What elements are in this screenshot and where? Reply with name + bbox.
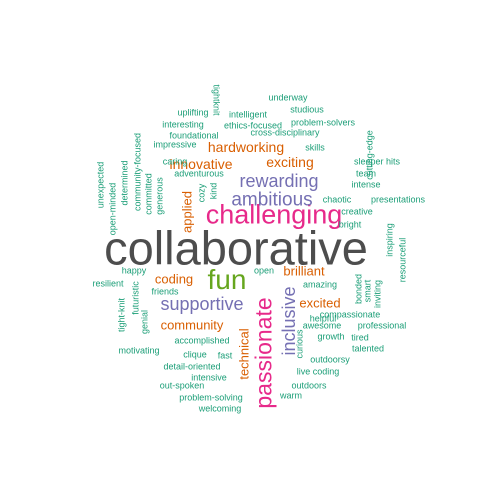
word-resilient: resilient: [92, 278, 124, 289]
word-talented: talented: [351, 343, 385, 354]
word-sleeper-hits: sleeper hits: [353, 156, 401, 167]
word-committed: committed: [143, 173, 154, 215]
word-fun: fun: [207, 264, 247, 295]
word-problem-solvers: problem-solvers: [290, 117, 356, 128]
word-accomplished: accomplished: [174, 335, 230, 346]
word-passionate: passionate: [250, 297, 277, 409]
word-interesting: interesting: [162, 119, 204, 130]
word-community-focused: community-focused: [132, 132, 143, 212]
word-underway: underway: [268, 92, 308, 103]
word-tightknit: tightknit: [211, 84, 222, 116]
word-warm: warm: [280, 390, 302, 401]
word-welcoming: welcoming: [198, 403, 242, 414]
word-innovative: innovative: [169, 156, 233, 172]
word-intelligent: intelligent: [228, 109, 268, 120]
word-skills: skills: [305, 142, 325, 153]
word-outdoors: outdoors: [291, 380, 327, 391]
word-applied: applied: [179, 191, 195, 233]
word-resourceful: resourceful: [397, 237, 408, 283]
word-supportive: supportive: [160, 294, 244, 314]
word-friends: friends: [151, 286, 179, 297]
word-rewarding: rewarding: [239, 171, 319, 191]
word-exciting: exciting: [266, 154, 314, 170]
word-uplifting: uplifting: [177, 107, 209, 118]
word-detail-oriented: detail-oriented: [163, 361, 221, 372]
word-cross-disciplinary: cross-disciplinary: [250, 127, 320, 138]
word-clique: clique: [183, 349, 207, 360]
word-chaotic: chaotic: [322, 194, 352, 205]
word-happy: happy: [121, 265, 147, 276]
word-tight-knit: tight-knit: [116, 297, 127, 333]
word-smart: smart: [362, 279, 373, 303]
word-bright: bright: [338, 219, 362, 230]
word-tired: tired: [351, 332, 369, 343]
word-open-minded: open-minded: [107, 182, 118, 236]
word-professional: professional: [357, 320, 407, 331]
word-coding: coding: [154, 271, 194, 287]
word-kind: kind: [208, 182, 219, 200]
word-ethics-focused: ethics-focused: [223, 120, 283, 131]
word-presentations: presentations: [370, 194, 426, 205]
word-foundational: foundational: [169, 130, 219, 141]
word-amazing: amazing: [302, 279, 338, 290]
word-helpful: helpful: [309, 313, 337, 324]
word-inviting: inviting: [372, 279, 383, 309]
word-technical: technical: [236, 328, 252, 380]
word-cozy: cozy: [196, 183, 207, 203]
word-unexpected: unexpected: [95, 161, 106, 209]
word-excited: excited: [299, 295, 341, 311]
word-out-spoken: out-spoken: [159, 380, 205, 391]
word-live-coding: live coding: [296, 366, 340, 377]
word-intense: intense: [351, 179, 381, 190]
word-fast: fast: [217, 350, 233, 361]
word-intensive: intensive: [191, 372, 227, 383]
word-brilliant: brilliant: [283, 263, 325, 279]
word-community: community: [160, 317, 224, 333]
word-collaborative: collaborative: [104, 221, 368, 275]
word-impressive: impressive: [153, 139, 197, 150]
word-adventurous: adventurous: [174, 168, 224, 179]
word-growth: growth: [317, 331, 345, 342]
word-ambitious: ambitious: [231, 189, 313, 211]
word-outdoorsy: outdoorsy: [310, 354, 350, 365]
word-curious: curious: [294, 329, 305, 359]
word-creative: creative: [341, 206, 373, 217]
word-compassionate: compassionate: [319, 309, 381, 320]
word-generous: generous: [154, 177, 165, 215]
word-inspiring: inspiring: [384, 223, 395, 257]
word-problem-solving: problem-solving: [179, 392, 243, 403]
word-challenging: challenging: [205, 199, 343, 230]
word-genial: genial: [139, 309, 150, 335]
word-motivating: motivating: [118, 345, 160, 356]
word-caring: caring: [162, 156, 188, 167]
word-team: team: [355, 168, 377, 179]
word-determined: determined: [119, 160, 130, 206]
word-awesome: awesome: [302, 320, 342, 331]
word-studious: studious: [290, 104, 324, 115]
word-open: open: [253, 265, 275, 276]
word-hardworking: hardworking: [207, 139, 285, 155]
